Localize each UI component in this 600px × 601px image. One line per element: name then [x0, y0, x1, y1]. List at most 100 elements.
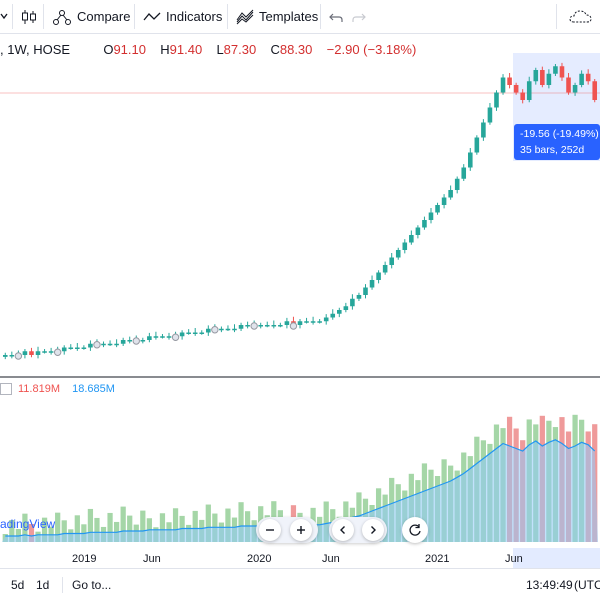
legend-toggle-icon[interactable]: [0, 383, 12, 396]
x-tick-label: Jun: [322, 553, 340, 565]
candle: [409, 235, 414, 243]
compare-button[interactable]: Compare: [52, 0, 130, 33]
dividend-marker[interactable]: [171, 333, 180, 341]
candle: [88, 343, 93, 348]
candle: [376, 272, 381, 280]
measure-tooltip: -19.56 (-19.49%) 35 bars, 252d: [514, 124, 600, 160]
divider: [227, 4, 228, 29]
volume-bar: [107, 512, 113, 542]
candle: [245, 325, 250, 327]
volume-bar: [238, 502, 244, 542]
candle: [264, 325, 270, 327]
candle: [585, 73, 591, 82]
chevron-down-icon[interactable]: [0, 0, 8, 33]
timezone-button[interactable]: (UTC+: [574, 578, 600, 592]
candle: [166, 336, 172, 338]
symbol-info[interactable]: , 1W, HOSE: [0, 42, 71, 57]
x-tick-label: Jun: [143, 553, 161, 565]
candle: [22, 351, 28, 355]
minus-icon: [266, 529, 274, 531]
candle: [258, 325, 263, 327]
candle: [199, 332, 205, 334]
dividend-marker[interactable]: [93, 341, 101, 349]
redo-icon[interactable]: [352, 0, 366, 33]
zoom-out-button[interactable]: [259, 519, 281, 541]
candle: [389, 257, 394, 265]
candle: [369, 280, 375, 288]
volume-bar: [120, 506, 126, 542]
candle: [540, 70, 545, 85]
volume-legend: 11.819M 18.685M: [0, 383, 115, 396]
divider: [134, 4, 135, 29]
x-tick-label: 2021: [425, 553, 450, 565]
candle: [526, 81, 532, 100]
price-legend: , 1W, HOSE O91.10 H91.40 L87.30 C88.30 −…: [0, 42, 416, 57]
dividend-marker[interactable]: [14, 352, 23, 360]
candle: [356, 295, 362, 299]
candle: [186, 332, 191, 334]
volume-bar: [87, 508, 94, 542]
candle: [592, 81, 598, 100]
bottom-toolbar: 5d 1d Go to... 13:49:49 (UTC+: [0, 568, 600, 601]
plus-icon: [297, 526, 305, 534]
dividend-marker[interactable]: [250, 322, 258, 330]
candle: [428, 212, 434, 220]
candle: [559, 66, 565, 78]
candle: [579, 73, 584, 85]
candle: [225, 328, 231, 331]
candle: [107, 343, 113, 346]
candle: [487, 107, 493, 123]
scroll-right-button[interactable]: [362, 519, 384, 541]
candle: [520, 92, 525, 100]
divider: [62, 577, 63, 593]
time-axis[interactable]: 2019 Jun 2020 Jun 2021 Jun: [0, 548, 600, 568]
zoom-in-button[interactable]: [290, 519, 312, 541]
candle: [297, 321, 303, 325]
candle: [343, 306, 349, 310]
candle: [566, 77, 571, 93]
candle: [278, 325, 283, 327]
range-5d-button[interactable]: 5d: [11, 578, 25, 592]
candle: [553, 66, 558, 74]
goto-button[interactable]: Go to...: [72, 578, 112, 592]
measure-bars: 35 bars, 252d: [520, 144, 585, 156]
open-key: O: [103, 42, 114, 57]
dividend-marker[interactable]: [289, 322, 298, 330]
dividend-marker[interactable]: [211, 326, 219, 334]
reset-icon: [409, 524, 421, 536]
volume-bar: [159, 513, 166, 542]
candle: [127, 340, 133, 342]
price-chart[interactable]: [0, 0, 600, 548]
candle: [395, 250, 401, 258]
reset-chart-button[interactable]: [402, 517, 428, 543]
top-toolbar: Compare Indicators Templates: [0, 0, 600, 34]
volume-bar: [74, 515, 80, 542]
candle: [232, 328, 237, 331]
candle: [238, 325, 244, 329]
close-value: 88.30: [279, 42, 313, 57]
templates-button[interactable]: Templates: [236, 0, 318, 33]
candle: [147, 336, 152, 340]
candles-icon[interactable]: [21, 0, 37, 33]
candle: [101, 343, 106, 346]
dividend-marker[interactable]: [132, 337, 140, 345]
scroll-left-button[interactable]: [332, 519, 354, 541]
candle: [2, 355, 8, 357]
candle: [179, 332, 185, 337]
candle: [572, 85, 578, 93]
volume-bar: [94, 517, 100, 542]
candle: [350, 298, 355, 307]
undo-icon[interactable]: [329, 0, 343, 33]
range-1d-button[interactable]: 1d: [36, 578, 50, 592]
measure-change: -19.56 (-19.49%): [520, 128, 599, 140]
volume-bar: [140, 510, 146, 542]
volume-bar: [9, 520, 15, 542]
candle: [120, 340, 126, 344]
candle: [323, 317, 329, 322]
indicators-button[interactable]: Indicators: [143, 0, 222, 33]
candle: [363, 287, 368, 295]
divider: [43, 4, 44, 29]
candle: [422, 220, 427, 228]
candle: [533, 70, 539, 82]
dividend-marker[interactable]: [53, 348, 62, 356]
